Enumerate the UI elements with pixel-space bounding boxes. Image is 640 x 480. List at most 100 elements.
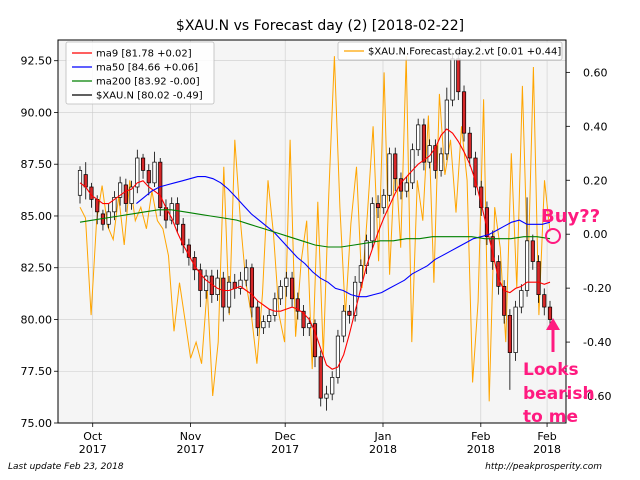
candle-body — [301, 310, 306, 329]
x-tick-month: Oct — [83, 430, 103, 443]
candle-body — [393, 153, 398, 180]
y-right-tick-label: -0.60 — [583, 390, 611, 403]
y-left-tick-label: 82.50 — [21, 262, 53, 275]
candle-body — [123, 184, 128, 204]
candle-body — [267, 314, 272, 322]
candle-body — [152, 161, 157, 184]
candle-body — [272, 298, 277, 316]
y-right-tick-label: -0.40 — [583, 336, 611, 349]
candle-body — [421, 124, 426, 163]
y-left-tick-label: 80.00 — [21, 313, 53, 326]
series-line-forecast — [79, 56, 551, 402]
candle-body — [536, 261, 541, 295]
candle-body — [381, 194, 386, 209]
series-line-ma9 — [79, 128, 551, 370]
legend-label: ma50 [84.66 +0.06] — [96, 63, 198, 74]
candle-body — [335, 335, 340, 378]
candle-body — [502, 286, 507, 316]
candle-body — [330, 377, 335, 395]
legend-right: $XAU.N.Forecast.day.2.vt [0.01 +0.44] — [337, 41, 563, 61]
legend-left: ma9 [81.78 +0.02] ma50 [84.66 +0.06] ma200… — [65, 41, 215, 105]
candle-body — [255, 306, 260, 329]
annotation-to-me: to me — [523, 407, 578, 427]
annotation-circle — [545, 228, 561, 244]
y-right-tick-label: 0.60 — [583, 66, 608, 79]
candle-body — [284, 277, 289, 287]
candle-body — [307, 323, 312, 329]
x-tick-month: Feb — [537, 430, 556, 443]
candle-body — [221, 277, 226, 308]
candle-body — [290, 277, 295, 300]
candle-body — [450, 58, 455, 101]
candle-body — [135, 157, 140, 188]
legend-label: ma9 [81.78 +0.02] — [96, 49, 192, 60]
y-left-tick-label: 90.00 — [21, 106, 53, 119]
candle-body — [387, 153, 392, 196]
candle-body — [467, 132, 472, 159]
y-left-tick-label: 92.50 — [21, 55, 53, 68]
candle-body — [542, 294, 547, 308]
x-tick-month: Nov — [180, 430, 202, 443]
y-right-tick-label: 0.00 — [583, 228, 608, 241]
legend-label: ma200 [83.92 -0.00] — [96, 77, 200, 88]
y-left-tick-label: 77.50 — [21, 365, 53, 378]
footer-source-url: http://peakprosperity.com — [485, 462, 602, 472]
candle-body — [118, 182, 123, 198]
chart-title: $XAU.N vs Forecast day (2) [2018-02-22] — [176, 18, 464, 34]
candle-body — [547, 306, 553, 320]
candle-body — [318, 356, 323, 399]
annotation-looks: Looks — [523, 360, 579, 380]
candle-body — [324, 393, 329, 399]
candle-body — [439, 153, 444, 171]
candle-body — [278, 286, 283, 300]
candle-body — [473, 157, 478, 188]
candle-body — [175, 203, 180, 225]
candle-body — [140, 157, 146, 171]
candle-body — [525, 240, 530, 291]
candle-body — [375, 203, 381, 209]
candle-body — [490, 236, 495, 262]
candle-body — [169, 203, 174, 221]
legend-right-box — [337, 41, 563, 61]
candle-body — [358, 265, 363, 283]
candle-body — [215, 277, 220, 295]
x-tick-year: 2017 — [177, 443, 205, 456]
y-right-tick-label: -0.20 — [583, 282, 611, 295]
x-tick-month: Jan — [374, 430, 392, 443]
series-line-ma50 — [136, 176, 551, 298]
legend-label: $XAU.N [80.02 -0.49] — [96, 91, 203, 102]
candle-body — [204, 275, 209, 291]
annotation-bearish: bearish — [523, 384, 595, 404]
y-left-tick-label: 87.50 — [21, 158, 53, 171]
candle-body — [496, 261, 501, 287]
candle-body — [353, 281, 358, 316]
footer-last-update: Last update Feb 23, 2018 — [8, 462, 124, 472]
candle-body — [347, 310, 352, 316]
candle-body — [513, 306, 518, 353]
candle-body — [244, 267, 249, 281]
candle-body — [410, 149, 415, 184]
y-left-tick-label: 75.00 — [21, 417, 53, 430]
annotation-buy: Buy?? — [541, 206, 600, 227]
x-tick-year: 2017 — [271, 443, 299, 456]
candle-body — [370, 203, 375, 242]
candle-body — [433, 145, 438, 171]
x-tick-month: Dec — [275, 430, 296, 443]
plot-area: 75.00 77.50 80.00 82.50 85.00 87.50 90.00 92.50… — [21, 39, 611, 456]
series-line-ma200 — [79, 209, 551, 248]
legend-label: $XAU.N.Forecast.day.2.vt [0.01 +0.44] — [368, 47, 561, 58]
y-right-tick-label: 0.40 — [583, 120, 608, 133]
x-tick-year: 2017 — [79, 443, 107, 456]
candle-body — [461, 91, 467, 134]
candle-body — [261, 321, 266, 329]
y-left-tick-label: 85.00 — [21, 210, 53, 223]
x-tick-year: 2018 — [369, 443, 397, 456]
candle-body — [341, 310, 346, 337]
x-tick-year: 2018 — [467, 443, 495, 456]
annotation-arrow-head — [546, 318, 560, 330]
candle-body — [158, 161, 163, 209]
candle-body — [83, 174, 88, 188]
y-right-tick-label: 0.20 — [583, 174, 608, 187]
candle-body — [249, 267, 255, 308]
